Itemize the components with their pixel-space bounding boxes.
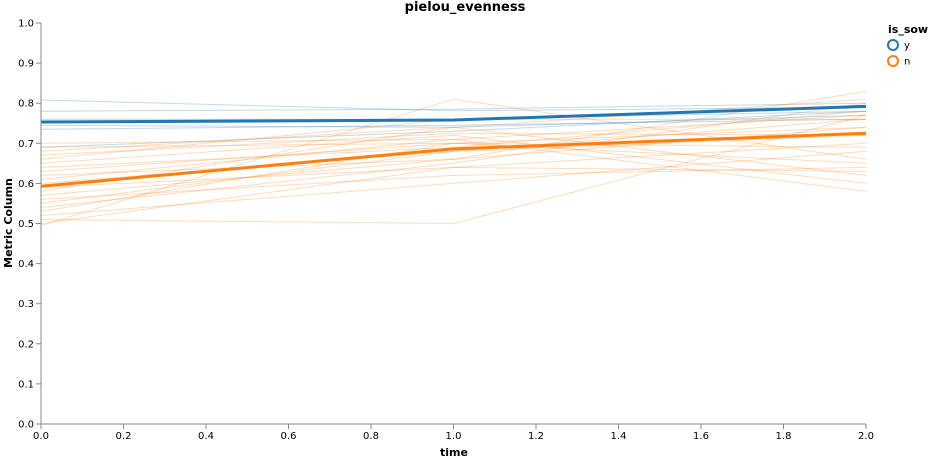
individual-line-n <box>40 114 867 225</box>
mean-line-n <box>40 131 867 188</box>
y-tick-label: 0.2 <box>18 339 34 350</box>
y-tick-label: 0.9 <box>18 59 34 70</box>
individual-line-n <box>40 166 867 200</box>
x-tick-label: 1.6 <box>693 431 709 442</box>
y-tick-label: 0.6 <box>18 179 34 190</box>
individual-line-n <box>40 142 867 148</box>
individual-line-n <box>40 114 867 144</box>
chart-title: pielou_evenness <box>405 0 526 15</box>
individual-line-n <box>40 110 867 168</box>
x-tick-label: 0.0 <box>33 431 49 442</box>
y-tick-label: 0.5 <box>18 219 34 230</box>
individual-line-n <box>40 132 867 156</box>
legend-title: is_sow <box>888 23 928 36</box>
x-axis-title: time <box>440 446 468 459</box>
y-axis: 0.0 0.1 0.2 0.3 0.4 0.5 0.6 0.7 0.8 0.9 1.0 <box>18 19 42 431</box>
individual-line-n <box>40 166 867 224</box>
individual-line-y <box>40 102 867 112</box>
legend: is_sow yn <box>887 23 928 68</box>
y-tick-label: 0.1 <box>18 379 34 390</box>
x-tick-label: 0.6 <box>281 431 297 442</box>
x-tick-label: 0.8 <box>363 431 379 442</box>
y-tick-label: 0.7 <box>18 139 34 150</box>
mean-line-y <box>40 104 867 124</box>
plot-area <box>40 90 867 226</box>
individual-line-n <box>40 142 867 188</box>
y-tick-label: 0.8 <box>18 99 34 110</box>
y-tick-label: 0.4 <box>18 259 34 270</box>
individual-line-n <box>40 126 867 192</box>
individual-line-n <box>40 90 867 196</box>
individual-line-y <box>40 110 867 148</box>
x-tick-label: 2.0 <box>858 431 874 442</box>
legend-label-n: n <box>904 57 910 68</box>
individual-line-y <box>40 114 867 128</box>
y-tick-label: 1.0 <box>18 19 34 30</box>
individual-line-n <box>40 98 867 152</box>
individual-line-n <box>40 142 867 172</box>
individual-line-y <box>40 118 867 130</box>
individual-line-n <box>40 102 867 208</box>
individual-line-n <box>40 138 867 192</box>
individual-line-n <box>40 134 867 204</box>
individual-line-y <box>40 99 867 112</box>
x-axis: 0.0 0.2 0.4 0.6 0.8 1.0 1.2 1.4 1.6 1.8 2.0 <box>33 423 874 442</box>
y-axis-title: Metric Column <box>2 178 15 268</box>
individual-line-n <box>40 150 867 216</box>
individual-line-n <box>40 126 867 212</box>
y-tick-label: 0.3 <box>18 299 34 310</box>
x-tick-label: 0.2 <box>116 431 132 442</box>
x-tick-label: 1.4 <box>611 431 627 442</box>
individual-line-n <box>40 134 867 184</box>
legend-symbol-y <box>887 39 899 51</box>
x-tick-label: 0.4 <box>198 431 214 442</box>
individual-line-y <box>41 110 867 120</box>
x-tick-label: 1.2 <box>528 431 544 442</box>
x-tick-label: 1.0 <box>446 431 462 442</box>
legend-symbol-n <box>887 55 899 67</box>
x-tick-label: 1.8 <box>776 431 792 442</box>
y-tick-label: 0.0 <box>18 420 34 431</box>
legend-label-y: y <box>904 41 910 52</box>
